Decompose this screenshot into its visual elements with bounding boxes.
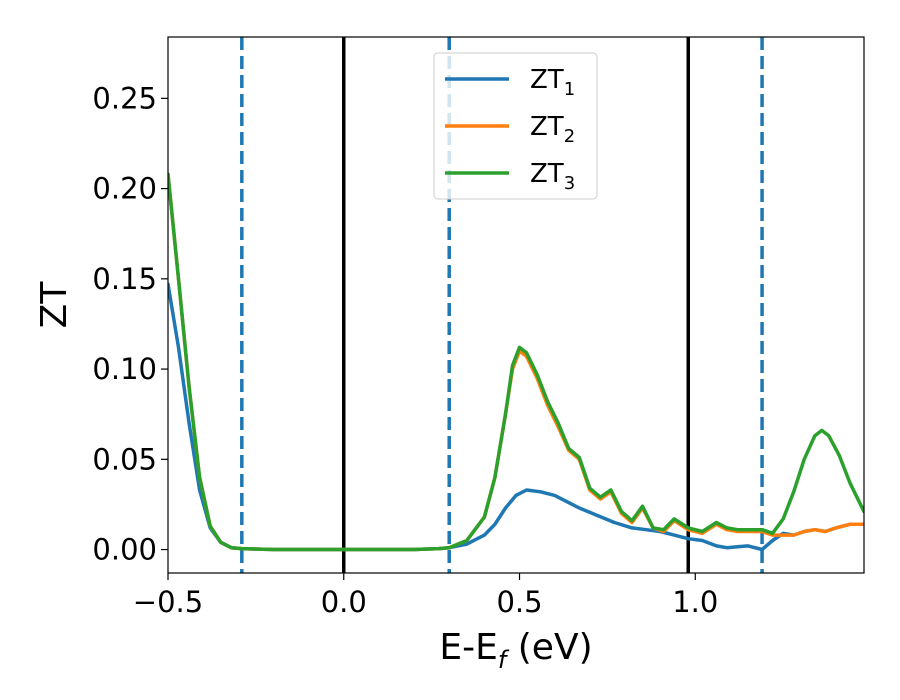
x-tick-label: 0.5 [496, 585, 542, 619]
x-axis-ticks: −0.5 0.0 0.5 1.0 [133, 573, 718, 619]
legend-label-zt1: ZT1 [530, 65, 575, 100]
legend-frame [433, 52, 598, 200]
y-tick-label: 0.05 [92, 442, 157, 476]
legend-label-zt2: ZT2 [530, 112, 575, 147]
y-tick-label: 0.15 [92, 262, 157, 296]
x-tick-label: 1.0 [672, 585, 718, 619]
x-axis-label-main: E-E [439, 627, 497, 668]
x-axis-label-unit: (eV) [506, 627, 592, 668]
plot-area [167, 36, 865, 574]
reference-lines [240, 37, 764, 573]
series-group [168, 172, 864, 552]
y-tick-label: 0.25 [92, 81, 157, 115]
y-axis-ticks: 0.00 0.05 0.10 0.15 0.20 0.25 [92, 81, 168, 567]
x-tick-label: −0.5 [133, 585, 203, 619]
x-axis-label: E-Ef (eV) [439, 627, 592, 674]
y-axis-label: ZT [34, 281, 75, 329]
series-line-zt3 [168, 172, 864, 552]
legend-label-zt3: ZT3 [530, 159, 575, 194]
y-tick-label: 0.10 [92, 352, 157, 386]
y-tick-label: 0.20 [92, 172, 157, 206]
x-tick-label: 0.0 [321, 585, 367, 619]
y-tick-label: 0.00 [92, 533, 157, 567]
plot-frame [167, 36, 865, 574]
legend: ZT1 ZT2 ZT3 [433, 52, 598, 200]
